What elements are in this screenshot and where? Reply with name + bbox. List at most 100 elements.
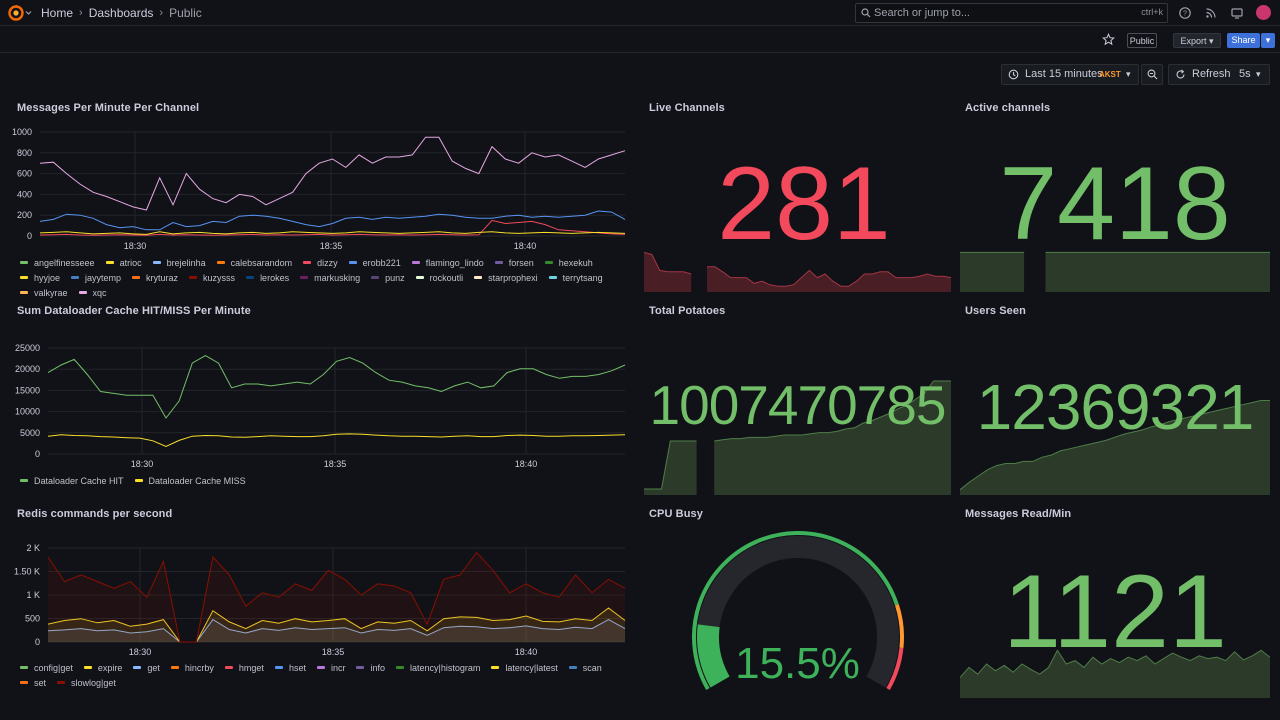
series-line-Dataloader Cache HIT xyxy=(47,355,626,419)
star-icon[interactable] xyxy=(1102,33,1115,46)
breadcrumb-dashboards[interactable]: Dashboards xyxy=(88,6,154,20)
chevron-down-icon[interactable] xyxy=(25,10,32,16)
legend-item[interactable]: calebsarandom xyxy=(216,255,292,270)
legend-color-swatch xyxy=(134,479,143,482)
legend-item[interactable]: get xyxy=(133,660,160,675)
legend-color-swatch xyxy=(411,261,420,264)
legend-item[interactable]: latency|latest xyxy=(491,660,558,675)
gauge-threshold-red xyxy=(886,647,904,690)
share-button[interactable]: Share xyxy=(1227,33,1260,48)
messages-read-sparkline xyxy=(960,649,1270,698)
zoom-out-button[interactable] xyxy=(1141,64,1163,85)
redis-commands-chart[interactable]: 2 K 1.50 K 1 K 500 0 18:30 18:35 18:40 xyxy=(10,538,630,660)
legend-item[interactable]: dizzy xyxy=(303,255,338,270)
legend-item[interactable]: angelfinesseee xyxy=(20,255,95,270)
legend-color-swatch xyxy=(20,291,28,294)
sparkline-area xyxy=(960,650,1270,698)
legend-item[interactable]: hexekuh xyxy=(544,255,593,270)
legend-label: latency|histogram xyxy=(409,662,481,673)
panel-title-redis-commands[interactable]: Redis commands per second xyxy=(17,508,173,520)
legend-item[interactable]: hincrby xyxy=(170,660,214,675)
refresh-picker[interactable]: Refresh 5s ▾ xyxy=(1168,64,1270,85)
panel-title-messages-per-minute[interactable]: Messages Per Minute Per Channel xyxy=(17,102,200,114)
panel-title-cpu-busy[interactable]: CPU Busy xyxy=(649,508,703,520)
legend-color-swatch xyxy=(300,276,309,279)
legend-color-swatch xyxy=(20,479,28,482)
time-range-picker[interactable]: Last 15 minutes AKST ▾ xyxy=(1001,64,1139,85)
legend-item[interactable]: hmget xyxy=(224,660,264,675)
panel-title-messages-read[interactable]: Messages Read/Min xyxy=(965,508,1072,520)
legend-item[interactable]: expire xyxy=(83,660,122,675)
legend-item[interactable]: slowlog|get xyxy=(57,675,116,690)
live-channels-value: 281 xyxy=(717,146,891,262)
share-menu-chevron-icon[interactable]: ▾ xyxy=(1261,33,1275,48)
legend-label: dizzy xyxy=(317,257,338,268)
legend-item[interactable]: rockoutli xyxy=(415,270,463,285)
legend-item[interactable]: latency|histogram xyxy=(395,660,481,675)
panel-title-total-potatoes[interactable]: Total Potatoes xyxy=(649,305,726,317)
legend-item[interactable]: forsen xyxy=(494,255,534,270)
legend-label: atrioc xyxy=(119,257,142,268)
legend-item[interactable]: starprophexi xyxy=(474,270,538,285)
kiosk-mode-icon[interactable] xyxy=(1230,6,1244,20)
legend-label: Dataloader Cache MISS xyxy=(148,475,246,486)
series-line-dizzy xyxy=(39,219,626,236)
legend-item[interactable]: brejelinha xyxy=(152,255,206,270)
panel-title-live-channels[interactable]: Live Channels xyxy=(649,102,725,114)
x-tick-label: 18:35 xyxy=(324,459,347,469)
legend-item[interactable]: xqc xyxy=(78,285,107,300)
legend-item[interactable]: jayytemp xyxy=(71,270,121,285)
search-input[interactable]: Search or jump to... ctrl+k xyxy=(855,3,1168,23)
dataloader-cache-chart[interactable]: 25000 20000 15000 10000 5000 0 18:30 18:35 18:40 xyxy=(10,335,630,475)
dataloader-cache-legend: Dataloader Cache HIT Dataloader Cache MIS… xyxy=(20,473,620,488)
legend-label: valkyrae xyxy=(34,287,68,298)
cpu-busy-gauge xyxy=(692,531,904,690)
panel-title-users-seen[interactable]: Users Seen xyxy=(965,305,1026,317)
legend-label: hincrby xyxy=(184,662,214,673)
legend-item[interactable]: lerokes xyxy=(246,270,289,285)
legend-item[interactable]: set xyxy=(20,675,46,690)
breadcrumb-home[interactable]: Home xyxy=(41,6,74,20)
user-avatar[interactable] xyxy=(1256,5,1271,20)
help-icon[interactable]: ? xyxy=(1178,6,1192,20)
legend-item[interactable]: hyyjoe xyxy=(20,270,60,285)
legend-item[interactable]: kryturaz xyxy=(132,270,178,285)
legend-color-swatch xyxy=(105,261,114,264)
x-tick-label: 18:40 xyxy=(515,647,538,657)
legend-item[interactable]: erobb221 xyxy=(348,255,401,270)
legend-item[interactable]: valkyrae xyxy=(20,285,68,300)
refresh-interval[interactable]: 5s xyxy=(1239,68,1251,80)
legend-item[interactable]: incr xyxy=(316,660,345,675)
grafana-logo-icon[interactable] xyxy=(7,4,25,22)
clock-icon xyxy=(1008,69,1019,80)
messages-per-minute-chart[interactable]: 1000 800 600 400 200 0 18:30 18:35 18:40 xyxy=(10,122,630,257)
breadcrumb-separator-icon: › xyxy=(159,7,164,19)
messages-read-value: 1121 xyxy=(1003,554,1227,670)
legend-color-swatch xyxy=(20,666,28,669)
x-tick-label: 18:35 xyxy=(322,647,345,657)
legend-label: brejelinha xyxy=(166,257,206,268)
breadcrumb-separator-icon: › xyxy=(79,7,83,19)
rss-news-icon[interactable] xyxy=(1204,6,1218,20)
legend-item[interactable]: atrioc xyxy=(105,255,142,270)
breadcrumb: Home › Dashboards › Public xyxy=(41,6,202,20)
panel-title-active-channels[interactable]: Active channels xyxy=(965,102,1051,114)
legend-item[interactable]: terrytsang xyxy=(548,270,603,285)
legend-item[interactable]: info xyxy=(356,660,385,675)
legend-item[interactable]: punz xyxy=(371,270,405,285)
legend-item[interactable]: Dataloader Cache HIT xyxy=(20,473,124,488)
legend-item[interactable]: flamingo_lindo xyxy=(411,255,484,270)
legend-label: terrytsang xyxy=(562,272,603,283)
legend-item[interactable]: hset xyxy=(274,660,306,675)
refresh-button-label[interactable]: Refresh xyxy=(1192,68,1231,80)
legend-item[interactable]: markusking xyxy=(300,270,360,285)
x-tick-label: 18:30 xyxy=(129,647,152,657)
legend-item[interactable]: scan xyxy=(568,660,602,675)
legend-color-swatch xyxy=(491,666,500,669)
legend-item[interactable]: config|get xyxy=(20,660,73,675)
legend-label: erobb221 xyxy=(362,257,401,268)
panel-title-dataloader-cache[interactable]: Sum Dataloader Cache HIT/MISS Per Minute xyxy=(17,305,251,317)
export-button[interactable]: Export ▾ xyxy=(1173,33,1221,48)
legend-item[interactable]: Dataloader Cache MISS xyxy=(134,473,246,488)
legend-item[interactable]: kuzysss xyxy=(189,270,235,285)
